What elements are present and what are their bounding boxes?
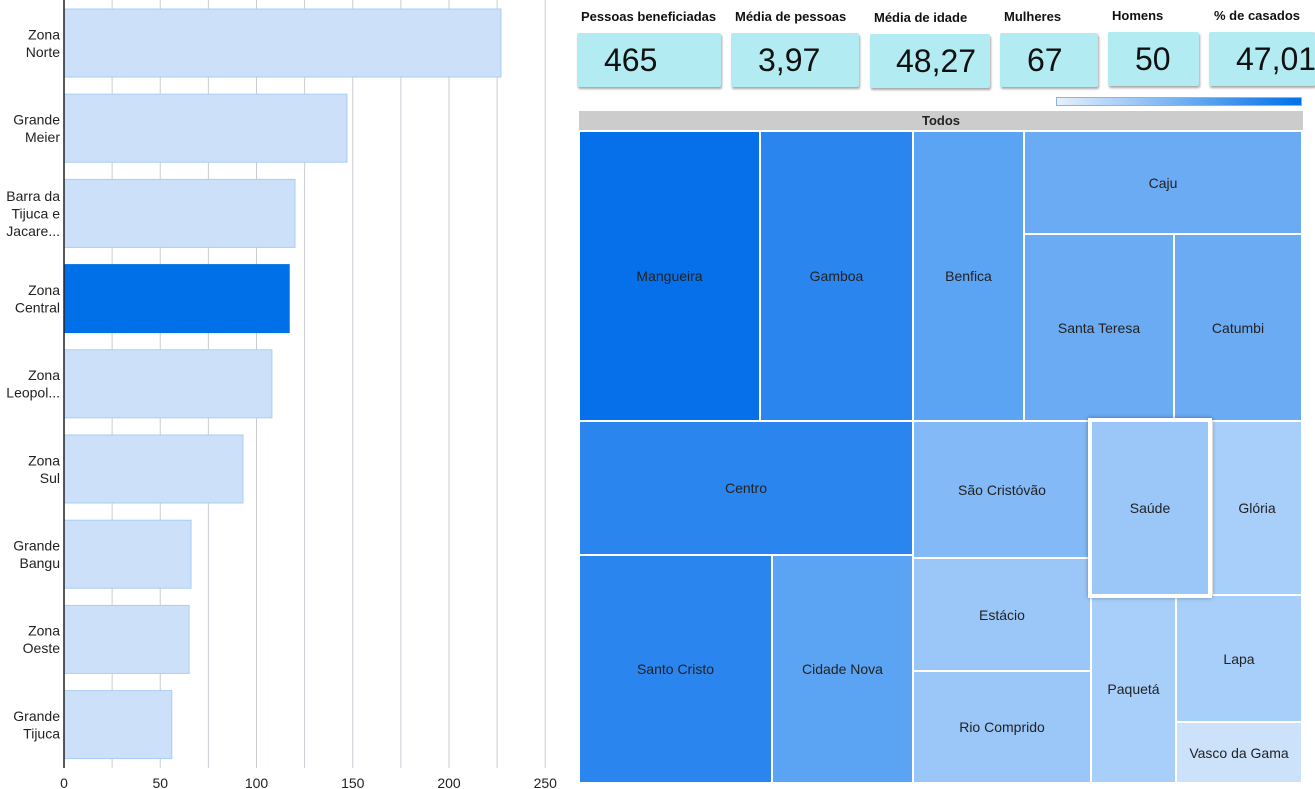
treemap-cell-estacio[interactable]: Estácio xyxy=(913,558,1091,671)
treemap-cell-catumbi[interactable]: Catumbi xyxy=(1174,234,1302,421)
category-label: Grande Tijuca xyxy=(13,708,60,742)
treemap-cell-label: Gamboa xyxy=(809,268,864,284)
treemap-cell-santa-teresa[interactable]: Santa Teresa xyxy=(1024,234,1174,421)
category-label: Zona Leopol... xyxy=(6,367,60,401)
kpi-value-beneficiadas[interactable]: 465 xyxy=(577,33,721,87)
treemap-cell-label: Paquetá xyxy=(1107,681,1160,697)
treemap-cell-paqueta[interactable]: Paquetá xyxy=(1091,595,1176,783)
treemap-cell-label: Santa Teresa xyxy=(1057,319,1141,336)
treemap-cell-saude[interactable]: Saúde xyxy=(1088,418,1212,598)
bar-zona-central[interactable] xyxy=(63,264,290,334)
treemap-cell-gamboa[interactable]: Gamboa xyxy=(760,131,913,421)
category-label: Zona Norte xyxy=(26,26,60,60)
category-label: Grande Meier xyxy=(13,111,60,145)
kpi-value-media-idade[interactable]: 48,27 xyxy=(870,34,990,88)
treemap-cell-cidade-nova[interactable]: Cidade Nova xyxy=(772,555,913,783)
treemap-cell-label: Lapa xyxy=(1223,650,1255,667)
treemap-cell-lapa[interactable]: Lapa xyxy=(1176,595,1302,722)
treemap-cell-label: Saúde xyxy=(1129,500,1171,516)
bar-zona-leopol-[interactable] xyxy=(63,349,273,419)
treemap-cell-label: Estácio xyxy=(979,606,1025,623)
treemap-cell-label: Glória xyxy=(1238,500,1276,516)
category-label: Zona Oeste xyxy=(23,623,61,657)
bar-zona-oeste[interactable] xyxy=(63,604,190,674)
kpi-title-casados: % de casados xyxy=(1214,8,1300,23)
category-label: Zona Sul xyxy=(28,452,60,486)
kpi-title-media-idade: Média de idade xyxy=(874,10,968,25)
kpi-value-text: 465 xyxy=(604,42,658,78)
kpi-value-text: 50 xyxy=(1135,41,1171,77)
x-tick-label: 200 xyxy=(437,775,461,789)
treemap-cell-label: Vasco da Gama xyxy=(1189,744,1289,761)
bar-zona-sul[interactable] xyxy=(63,434,244,504)
treemap-cell-gloria[interactable]: Glória xyxy=(1212,421,1302,595)
treemap-cell-label: Caju xyxy=(1148,174,1178,191)
x-tick-label: 250 xyxy=(534,775,558,789)
category-label: Zona Central xyxy=(15,282,60,316)
kpi-value-text: 48,27 xyxy=(896,43,977,79)
bar-grande-tijuca[interactable] xyxy=(63,690,173,760)
kpi-value-text: 3,97 xyxy=(758,42,821,78)
color-scale-legend xyxy=(1056,97,1302,106)
kpi-value-homens[interactable]: 50 xyxy=(1108,32,1199,86)
kpi-value-text: 67 xyxy=(1027,42,1063,78)
category-label: Barra da Tijuca e Jacare... xyxy=(6,188,60,239)
treemap-cell-sao-cristovao[interactable]: São Cristóvão xyxy=(913,421,1091,558)
bar-grande-meier[interactable] xyxy=(63,93,348,163)
x-tick-label: 150 xyxy=(341,775,365,789)
treemap-cell-label: Rio Comprido xyxy=(959,719,1045,735)
x-tick-label: 50 xyxy=(152,775,168,789)
x-tick-label: 0 xyxy=(60,775,68,789)
treemap-cell-label: Mangueira xyxy=(636,268,703,284)
treemap-cell-santo-cristo[interactable]: Santo Cristo xyxy=(579,555,772,783)
treemap-root-header[interactable]: Todos xyxy=(579,111,1303,130)
kpi-value-text: 47,01 xyxy=(1236,41,1315,77)
bar-barra-da-tijuca-e-jacare-[interactable] xyxy=(63,178,296,248)
x-tick-label: 100 xyxy=(245,775,269,789)
kpi-value-casados[interactable]: 47,01 xyxy=(1209,32,1315,86)
treemap-cell-label: Cidade Nova xyxy=(802,661,883,677)
kpi-title-homens: Homens xyxy=(1112,8,1164,23)
category-label: Grande Bangu xyxy=(13,537,60,571)
kpi-title-media-pessoas: Média de pessoas xyxy=(735,9,847,24)
treemap-cell-label: São Cristóvão xyxy=(958,481,1046,498)
treemap-cell-label: Benfica xyxy=(945,268,992,284)
kpi-title-beneficiadas: Pessoas beneficiadas xyxy=(581,9,717,24)
kpi-value-mulheres[interactable]: 67 xyxy=(1000,33,1098,87)
treemap-cell-label: Santo Cristo xyxy=(636,661,715,677)
treemap-cell-benfica[interactable]: Benfica xyxy=(913,131,1024,421)
bar-chart: Zona Norte Grande Meier Barra da Tijuca e Jaca… xyxy=(6,0,558,789)
treemap-cell-label: Centro xyxy=(724,480,768,496)
bar-zona-norte[interactable] xyxy=(63,8,502,78)
bar-grande-bangu[interactable] xyxy=(63,519,192,589)
kpi-title-mulheres: Mulheres xyxy=(1004,9,1062,24)
treemap-cell-mangueira[interactable]: Mangueira xyxy=(579,131,760,421)
kpi-value-media-pessoas[interactable]: 3,97 xyxy=(731,33,859,87)
treemap-cell-vasco-da-gama[interactable]: Vasco da Gama xyxy=(1176,722,1302,783)
treemap-cell-rio-comprido[interactable]: Rio Comprido xyxy=(913,671,1091,783)
treemap-cell-label: Catumbi xyxy=(1211,319,1265,336)
treemap-cell-caju[interactable]: Caju xyxy=(1024,131,1302,234)
treemap-cell-centro[interactable]: Centro xyxy=(579,421,913,555)
